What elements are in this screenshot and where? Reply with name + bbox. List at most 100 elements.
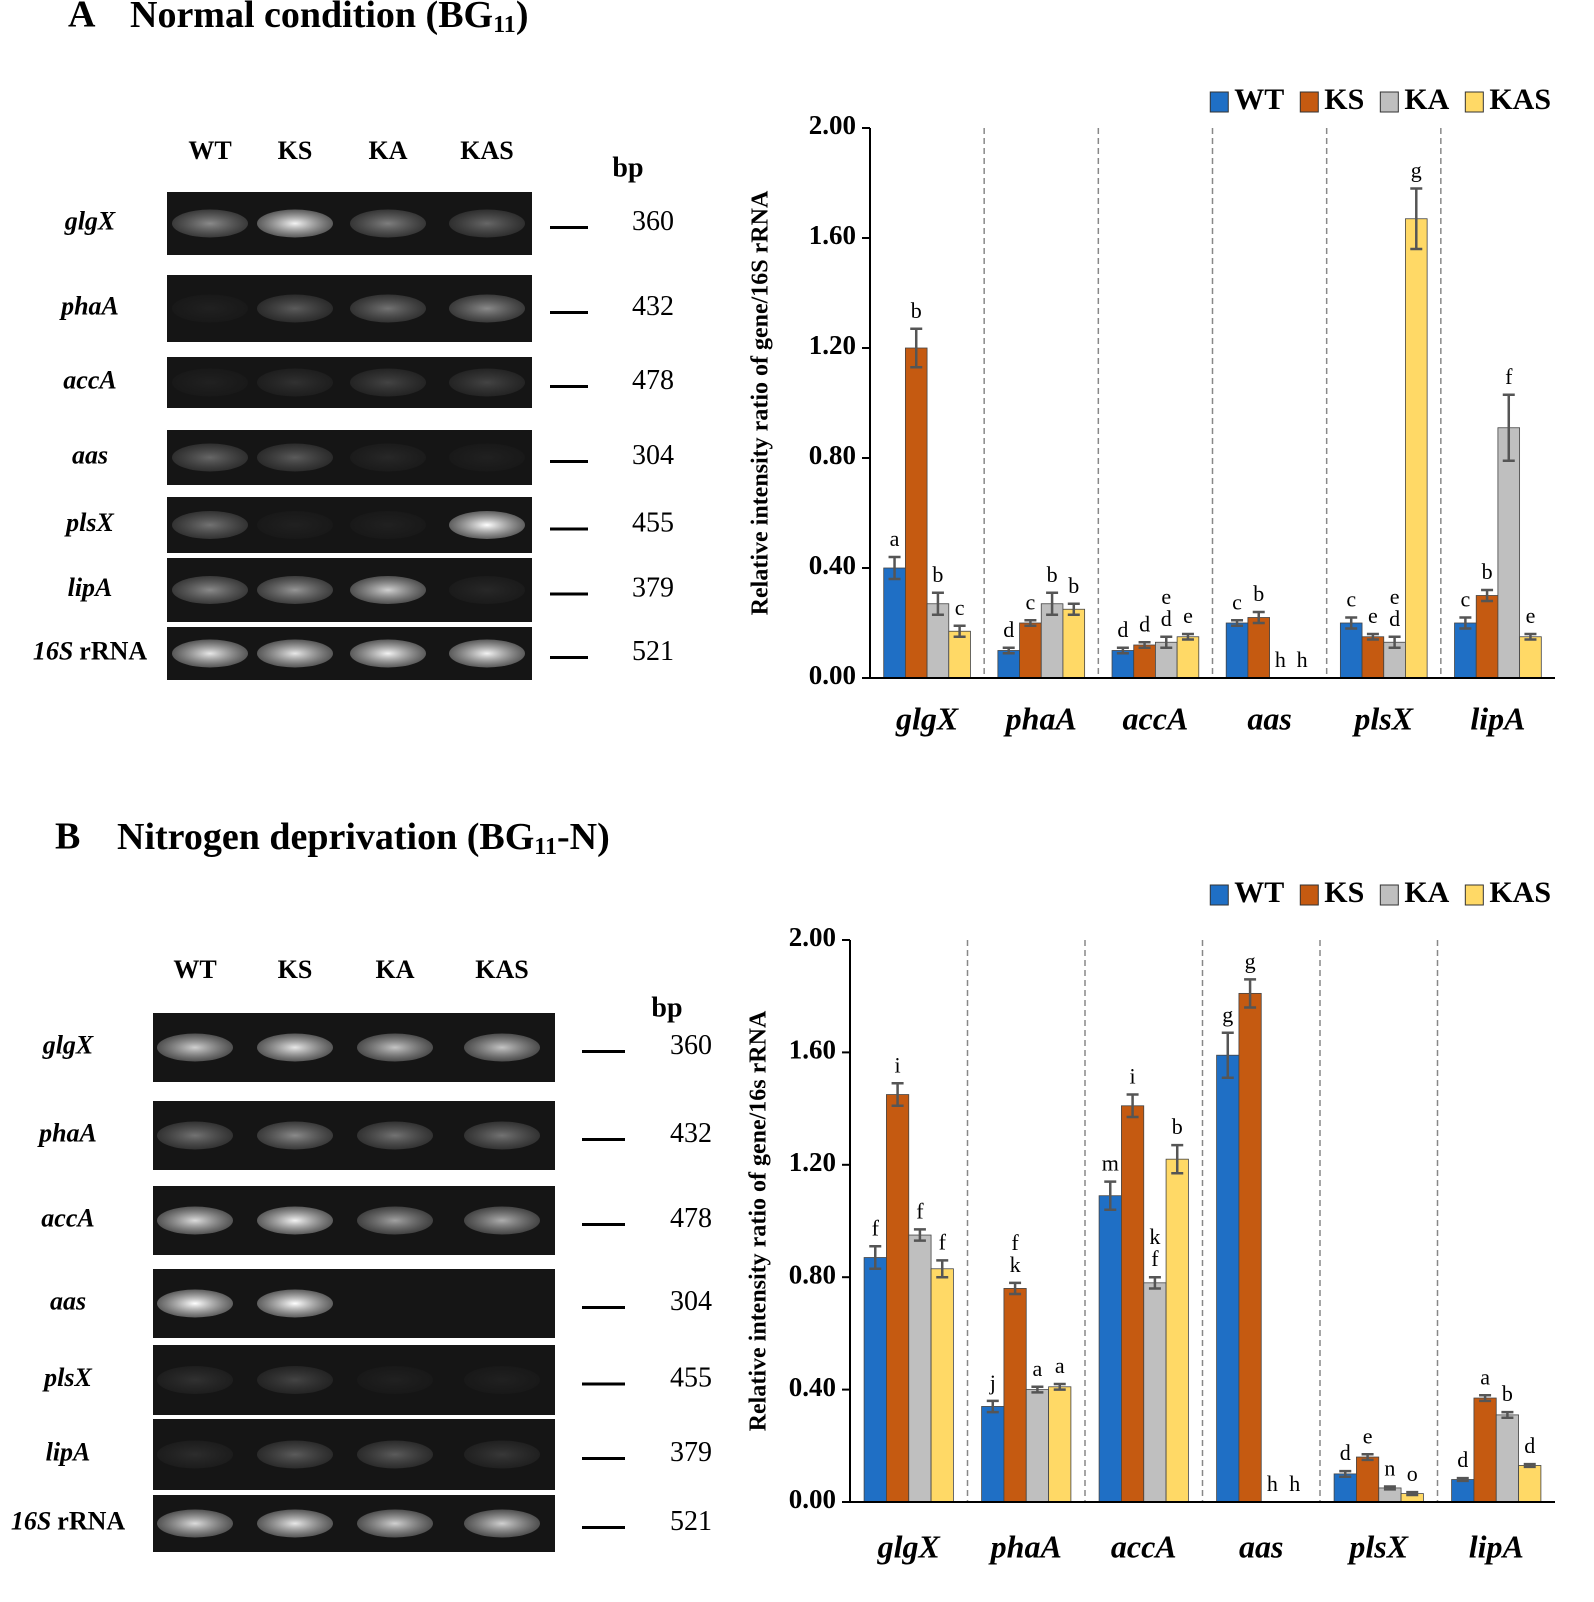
bar — [1333, 1473, 1357, 1503]
significance-letter: e — [1526, 603, 1536, 628]
bar — [1497, 427, 1521, 679]
gel-band — [257, 1206, 333, 1235]
gene-label: aas — [50, 1286, 86, 1315]
error-bar — [869, 1245, 882, 1271]
bar — [1216, 1054, 1240, 1503]
significance-letter: f — [939, 1229, 947, 1254]
gel-band — [449, 576, 525, 604]
error-bar — [1181, 632, 1194, 641]
y-tick-label: 0.80 — [809, 440, 856, 470]
gel-band — [157, 1033, 233, 1062]
gel-band — [464, 1366, 540, 1394]
y-tick-label: 2.00 — [809, 110, 856, 140]
significance-letter: a — [1055, 1353, 1065, 1378]
size-unit: bp — [651, 992, 682, 1023]
error-bar — [1502, 393, 1515, 462]
gel-band — [350, 511, 426, 539]
gel-band — [464, 1509, 540, 1538]
bar — [948, 630, 971, 679]
gel-band — [257, 368, 333, 397]
significance-letter: i — [1130, 1064, 1136, 1089]
bar — [930, 1268, 954, 1503]
error-bar — [913, 1228, 926, 1242]
gel-band — [172, 511, 248, 539]
legend-label: KS — [1324, 83, 1364, 116]
gel-band — [257, 1121, 333, 1150]
title-subscript: 11 — [493, 12, 516, 38]
legend-swatch — [1379, 91, 1399, 113]
gel-band — [449, 209, 525, 238]
gel-band — [464, 1033, 540, 1062]
x-tick-label: lipA — [1469, 1528, 1524, 1564]
error-bar — [888, 555, 901, 581]
error-bar — [1501, 1410, 1514, 1419]
bar — [1121, 1105, 1145, 1503]
significance-letter: b — [1172, 1114, 1183, 1139]
gel-band — [172, 294, 248, 323]
gel-band — [449, 639, 525, 668]
legend-label: KAS — [1489, 876, 1551, 909]
lane-label: KAS — [475, 955, 528, 984]
significance-letter: m — [1102, 1151, 1119, 1176]
significance-letter: g — [1222, 1002, 1233, 1027]
legend-swatch — [1299, 91, 1319, 113]
error-bar — [1406, 1490, 1419, 1497]
x-tick-label: aas — [1247, 700, 1291, 736]
bar — [1473, 1397, 1497, 1503]
legend-label: WT — [1234, 876, 1284, 909]
gel-band — [357, 1366, 433, 1394]
bar — [1454, 622, 1477, 679]
error-bar — [1366, 632, 1379, 641]
legend-swatch — [1299, 884, 1319, 906]
y-tick-label: 0.00 — [809, 660, 856, 690]
panel-title: Nitrogen deprivation (BG11-N) — [117, 816, 610, 860]
size-unit: bp — [612, 152, 643, 183]
error-bar — [1361, 1452, 1374, 1462]
error-bar — [910, 327, 923, 369]
gel-band — [449, 294, 525, 323]
significance-letter: f — [1011, 1230, 1019, 1255]
significance-letter: d — [1003, 617, 1014, 642]
band-size: 432 — [670, 1118, 712, 1149]
x-tick-label: glgX — [895, 700, 959, 736]
bar — [1143, 1282, 1167, 1503]
legend-label: KA — [1404, 876, 1449, 909]
gel-band — [257, 209, 333, 238]
gel-band — [350, 294, 426, 323]
bar — [1518, 1465, 1542, 1503]
band-size: 521 — [670, 1506, 712, 1537]
significance-letter: d — [1139, 611, 1150, 636]
bar — [1133, 644, 1156, 679]
significance-letter: e — [1390, 584, 1400, 609]
bar — [1361, 636, 1385, 679]
error-bar — [936, 1259, 949, 1279]
band-size: 379 — [632, 572, 674, 603]
y-axis-label: Relative intensity ratio of gene/16s rRN… — [746, 1010, 772, 1431]
bar — [1062, 608, 1086, 679]
significance-letter: i — [895, 1052, 901, 1077]
gene-label: lipA — [46, 1437, 91, 1466]
bar — [1019, 622, 1042, 679]
gene-label: glgX — [42, 1030, 94, 1059]
y-tick-label: 0.40 — [789, 1372, 836, 1402]
gel-band — [172, 639, 248, 668]
error-bar — [1138, 641, 1151, 649]
significance-letter: d — [1340, 1440, 1351, 1465]
bar — [1495, 1414, 1519, 1503]
gel-band — [172, 576, 248, 604]
gene-label: phaA — [37, 1118, 97, 1147]
gel-band — [464, 1206, 540, 1235]
error-bar — [1104, 1180, 1117, 1212]
x-tick-label: plsX — [1346, 1528, 1408, 1564]
error-bar — [1481, 588, 1494, 603]
significance-letter: b — [1482, 559, 1493, 584]
bar — [883, 567, 906, 679]
band-size: 455 — [670, 1362, 712, 1393]
significance-letter: c — [955, 595, 965, 620]
error-bar — [1046, 591, 1059, 616]
x-tick-label: lipA — [1470, 700, 1525, 736]
band-size: 360 — [632, 206, 674, 237]
gel-band — [257, 443, 333, 472]
significance-letter: f — [1151, 1246, 1159, 1271]
